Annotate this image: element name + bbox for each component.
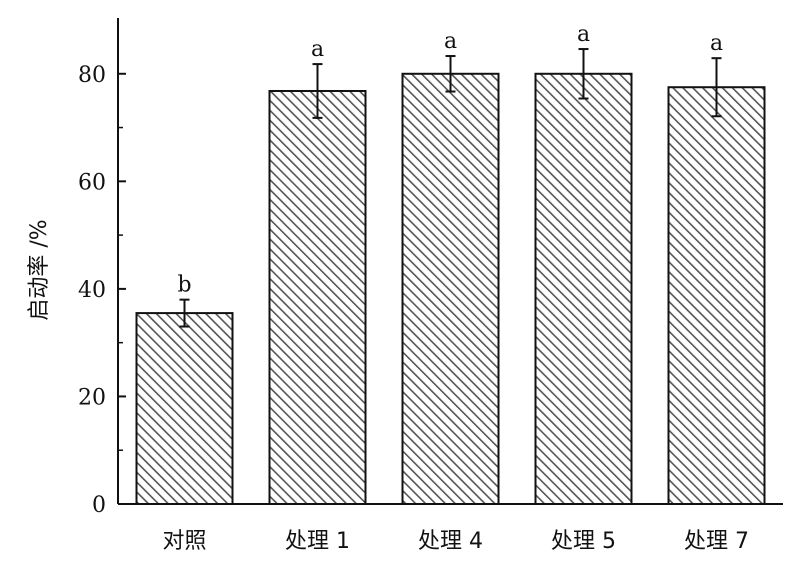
y-tick-label: 0 (92, 493, 106, 518)
y-tick-label: 20 (78, 385, 106, 410)
bar (268, 89, 367, 505)
y-tick-label: 60 (78, 170, 106, 195)
y-tick-label: 40 (78, 278, 106, 303)
plot-area: 0 20 40 60 80 b 对照 a 处理 1 a 处理 4 a 处理 5 a 处理 7 (78, 18, 783, 554)
x-tick-label: 对照 (162, 529, 206, 554)
x-tick-label: 处理 4 (418, 529, 483, 554)
y-axis-label: 启动率 /% (27, 219, 52, 320)
x-tick-label: 处理 7 (684, 529, 749, 554)
bar (667, 86, 766, 505)
x-tick-label: 处理 1 (285, 529, 350, 554)
significance-label: a (311, 37, 324, 62)
bar (534, 72, 633, 506)
x-tick-label: 处理 5 (551, 529, 616, 554)
significance-label: b (177, 273, 191, 298)
significance-label: a (710, 31, 723, 56)
significance-label: a (444, 29, 457, 54)
bar (401, 72, 500, 506)
significance-label: a (577, 22, 590, 47)
bar (135, 312, 234, 506)
y-tick-label: 80 (78, 63, 106, 88)
